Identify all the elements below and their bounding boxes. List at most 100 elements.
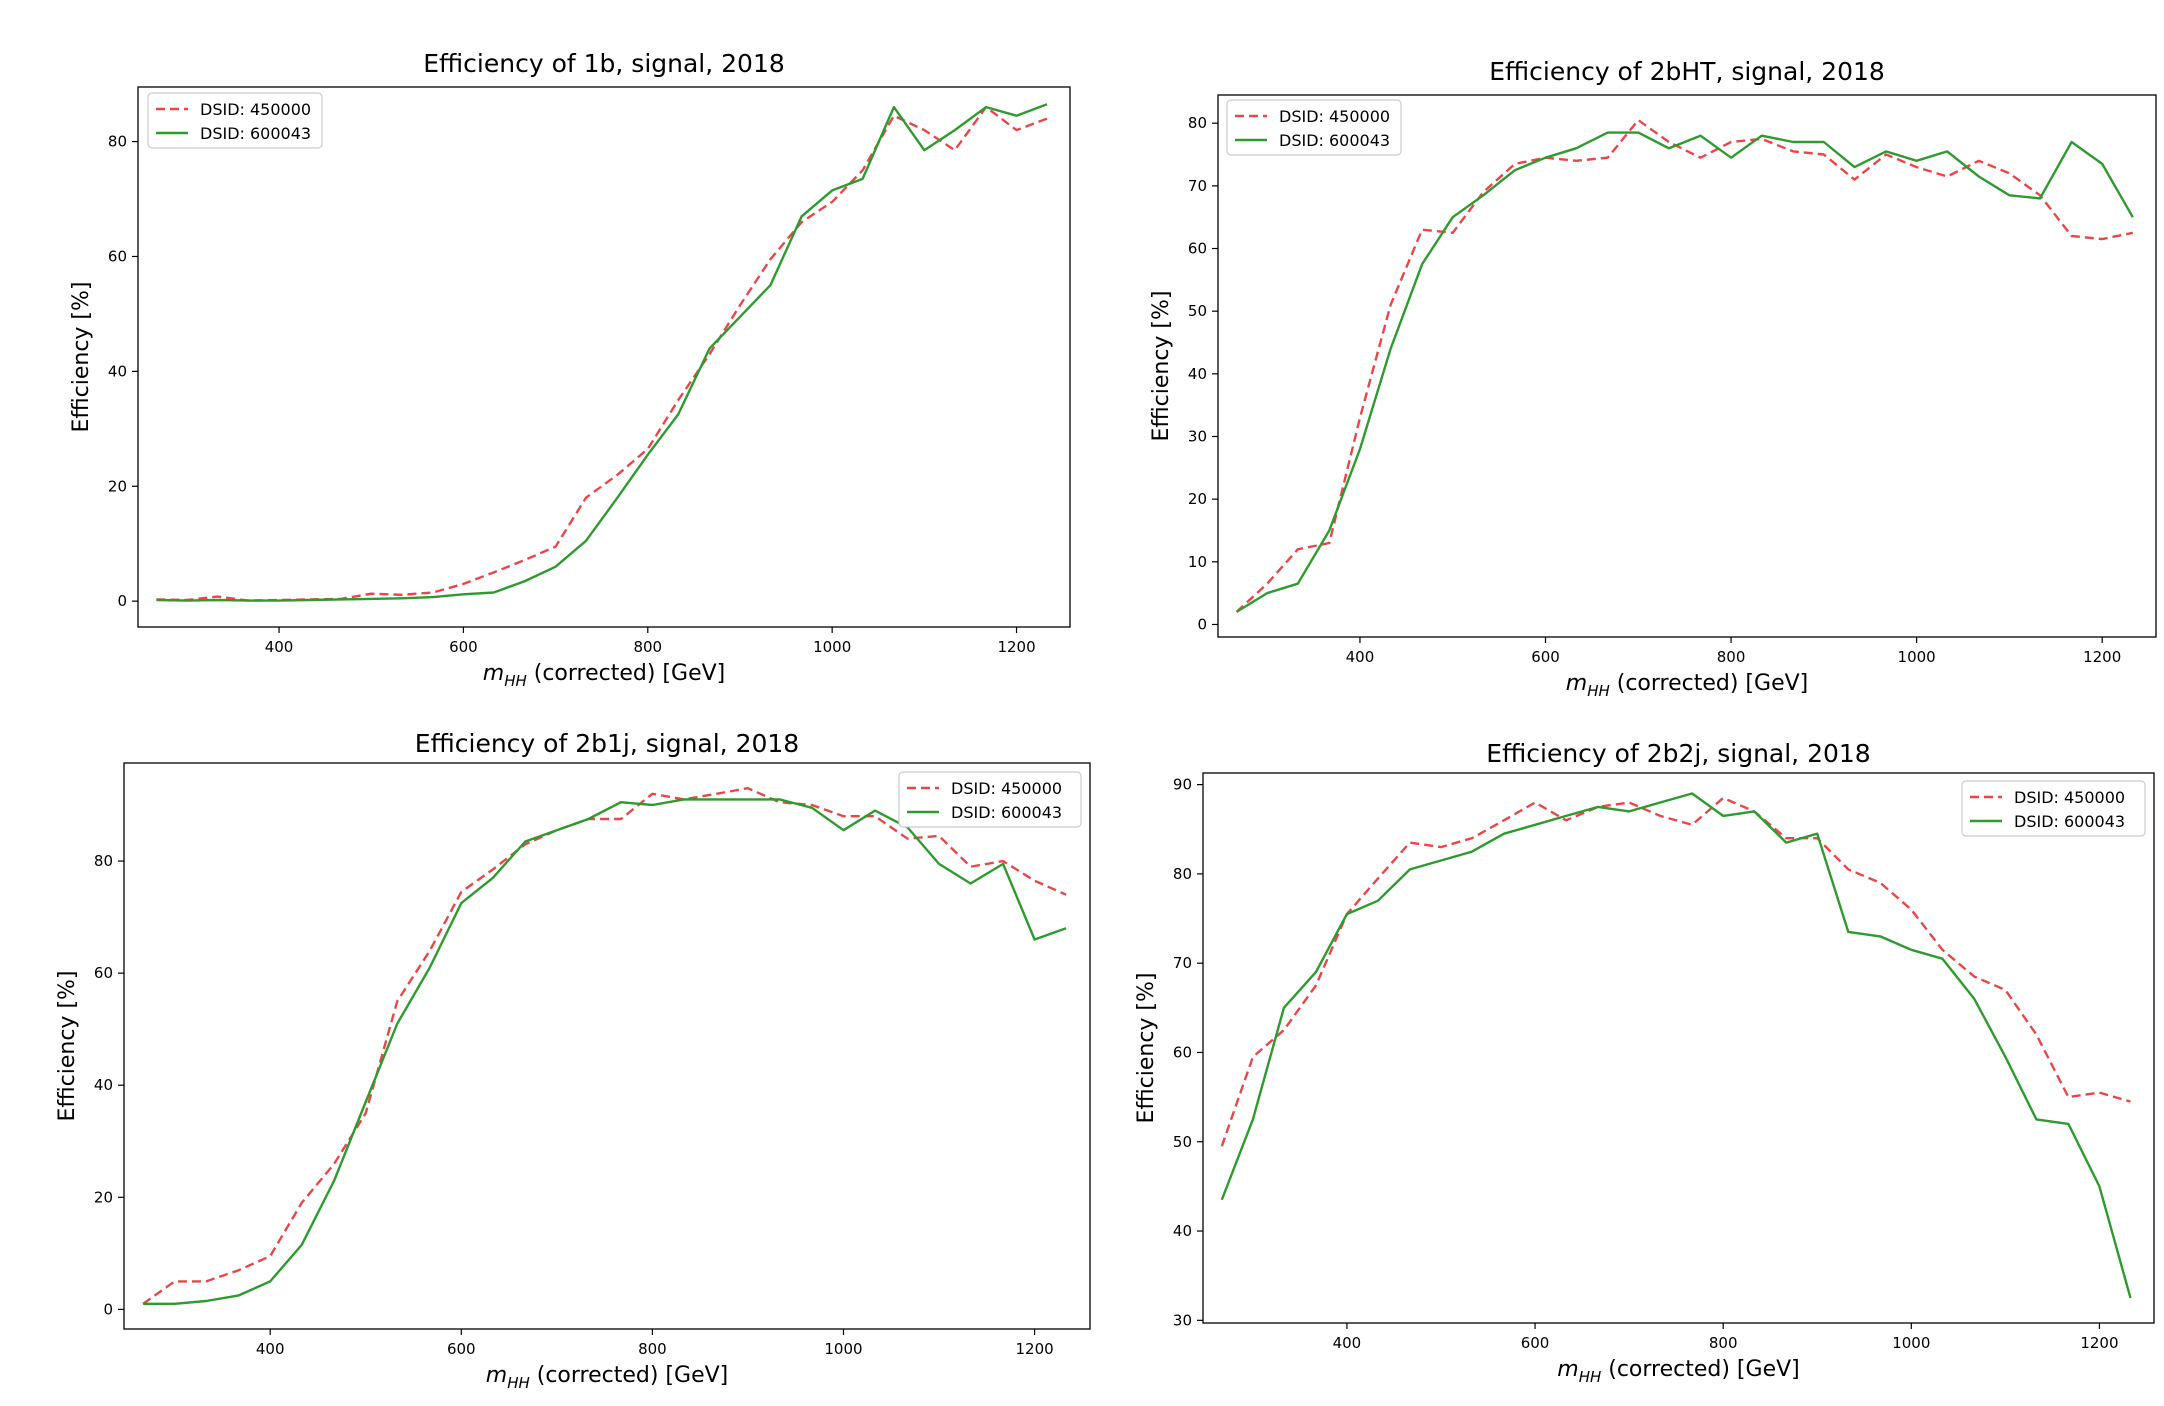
y-axis-label: Efficiency [%] [69,281,94,432]
legend: DSID: 450000 DSID: 600043 [898,771,1082,828]
legend-entry: DSID: 450000 [200,100,311,119]
x-axis-label: mHH (corrected) [GeV] [483,661,725,690]
chart-title: Efficiency of 1b, signal, 2018 [423,49,785,78]
chart-title: Efficiency of 2b1j, signal, 2018 [415,729,799,758]
chart-title: Efficiency of 2bHT, signal, 2018 [1489,57,1885,86]
y-tick-label: 70 [1188,177,1207,195]
y-tick-label: 80 [1188,114,1207,132]
y-tick-label: 40 [1188,365,1207,383]
legend-entry: DSID: 600043 [200,124,311,143]
series-line-dsid-600043 [156,103,1048,602]
y-tick-label: 10 [1188,553,1207,571]
y-tick-label: 80 [1173,865,1192,883]
y-tick-label: 80 [94,852,113,870]
y-tick-label: 90 [1173,776,1192,794]
legend: DSID: 450000 DSID: 600043 [1961,780,2146,837]
x-tick-label: 400 [265,638,294,656]
x-axis-label: mHH (corrected) [GeV] [486,1363,728,1392]
y-tick-label: 40 [1173,1222,1192,1240]
x-axis-label-main: m [1566,671,1587,696]
y-tick-label: 30 [1188,427,1207,445]
x-tick-label: 400 [1333,1334,1362,1352]
y-tick-label: 60 [94,964,113,982]
x-tick-label: 800 [1709,1334,1738,1352]
x-axis-label-rest: (corrected) [GeV] [1601,1357,1799,1382]
x-axis-label-subscript: HH [507,1374,530,1392]
y-tick-label: 60 [108,247,127,265]
y-tick-label: 50 [1173,1133,1192,1151]
chart-title: Efficiency of 2b2j, signal, 2018 [1486,739,1870,768]
x-axis-label-main: m [486,1363,507,1388]
x-tick-label: 600 [449,638,478,656]
legend-entry: DSID: 450000 [951,779,1062,798]
x-tick-label: 800 [1717,648,1746,666]
chart-panel-4: Efficiency of 2b2j, signal, 2018 400 600 80… [1134,739,2155,1386]
series-line-dsid-600043 [143,798,1067,1306]
x-tick-label: 1200 [2083,648,2121,666]
legend-entry: DSID: 450000 [1279,107,1390,126]
legend: DSID: 450000 DSID: 600043 [1226,99,1402,156]
x-tick-label: 1200 [997,638,1035,656]
x-axis-label-subscript: HH [504,672,527,690]
legend-box [1961,780,2146,837]
series-line-dsid-450000 [142,787,1067,1305]
legend-entry: DSID: 600043 [2014,812,2125,831]
x-tick-label: 600 [1521,1334,1550,1352]
x-tick-label: 400 [256,1340,285,1358]
x-tick-label: 400 [1346,648,1375,666]
x-tick-label: 800 [633,638,662,656]
y-tick-label: 50 [1188,302,1207,320]
x-axis-label-rest: (corrected) [GeV] [530,1363,728,1388]
y-axis-label: Efficiency [%] [1134,972,1159,1123]
y-axis-label: Efficiency [%] [1149,290,1174,441]
x-tick-label: 800 [638,1340,667,1358]
x-axis-label-rest: (corrected) [GeV] [1610,671,1808,696]
legend-box [898,771,1082,828]
x-axis-label-subscript: HH [1579,1368,1602,1386]
legend-entry: DSID: 600043 [1279,131,1390,150]
x-axis-label-subscript: HH [1587,682,1610,700]
y-tick-label: 80 [108,133,127,151]
y-tick-label: 0 [1197,615,1207,633]
y-tick-label: 30 [1173,1311,1192,1329]
y-tick-label: 20 [108,477,127,495]
x-axis-label: mHH (corrected) [GeV] [1557,1357,1799,1386]
x-axis-label: mHH (corrected) [GeV] [1566,671,1808,700]
series-line-dsid-600043 [1235,131,2134,613]
x-tick-label: 600 [1531,648,1560,666]
x-axis-label-main: m [483,661,504,686]
x-tick-label: 1200 [1015,1340,1053,1358]
legend-box [147,92,323,149]
y-tick-label: 0 [117,592,127,610]
series-line-dsid-450000 [1220,796,2131,1147]
y-tick-label: 20 [94,1188,113,1206]
x-tick-label: 1000 [1892,1334,1930,1352]
x-tick-label: 1000 [813,638,851,656]
y-tick-label: 60 [1173,1043,1192,1061]
y-tick-label: 40 [94,1076,113,1094]
legend-box [1226,99,1402,156]
y-tick-label: 60 [1188,240,1207,258]
legend: DSID: 450000 DSID: 600043 [147,92,323,149]
y-tick-label: 70 [1173,954,1192,972]
y-axis-label: Efficiency [%] [55,970,80,1121]
plot-area [123,762,1091,1330]
x-tick-label: 1000 [824,1340,862,1358]
x-tick-label: 1000 [1898,648,1936,666]
series-line-dsid-600043 [1220,792,2132,1299]
x-axis-label-rest: (corrected) [GeV] [527,661,725,686]
plot-area [1202,772,2155,1324]
x-tick-label: 600 [447,1340,476,1358]
x-tick-label: 1200 [2080,1334,2118,1352]
legend-entry: DSID: 450000 [2014,788,2125,807]
y-tick-label: 20 [1188,490,1207,508]
y-tick-label: 40 [108,362,127,380]
plot-area [137,86,1071,628]
y-tick-label: 0 [103,1300,113,1318]
legend-entry: DSID: 600043 [951,803,1062,822]
